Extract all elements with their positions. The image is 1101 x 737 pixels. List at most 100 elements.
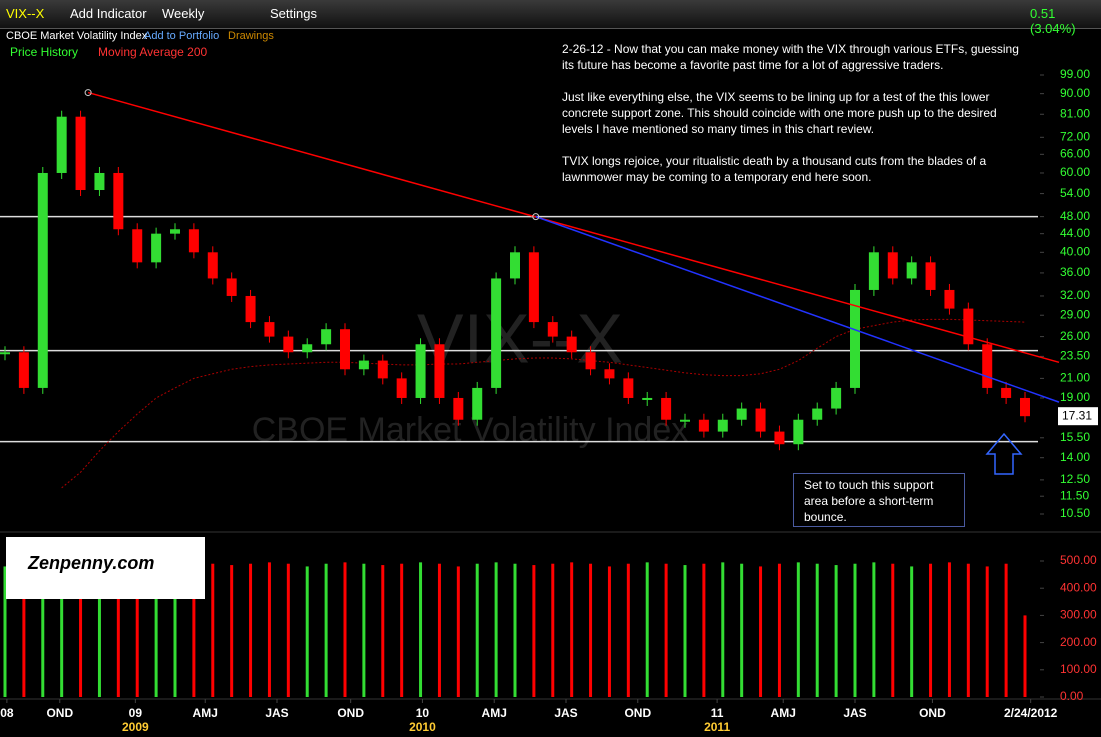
candle [188,229,199,253]
volume-bar [513,563,517,697]
volume-bar [437,563,441,697]
volume-bar [154,566,158,697]
link[interactable]: Add to Portfolio [144,30,220,42]
candle [680,419,690,422]
y-tick-label: 36.00 [1060,265,1090,279]
y-tick-label: 15.50 [1060,430,1090,444]
volume-bar [230,565,234,697]
candle [283,336,294,353]
volume-bar [324,563,328,697]
y2-tick-label: 0.00 [1060,689,1084,703]
volume-bar [853,563,857,697]
y2-tick-label: 500.00 [1060,553,1097,567]
candle [1001,387,1012,398]
candle [528,252,539,323]
volume-bar [381,565,385,697]
volume-bar [740,563,744,697]
candle [944,289,955,309]
y-tick-label: 44.00 [1060,226,1090,240]
legend-item[interactable]: Price History [10,45,79,59]
trend-line [535,215,1060,403]
candle [793,419,804,445]
volume-bar [475,563,479,697]
candle [868,252,879,290]
candle [472,387,483,420]
logo: Zenpenny.com [6,537,205,599]
candle [302,344,313,353]
annotation: 2-26-12 - Now that you can make money wi… [562,41,1022,201]
y2-tick-label: 200.00 [1060,635,1097,649]
volume-bar [135,562,139,697]
note: Just like everything else, the VIX seems… [562,90,997,136]
x-tick-label: JAS [554,706,577,720]
trend-line [87,91,1060,364]
volume-bar [607,566,611,697]
y-tick-label: 21.00 [1060,371,1090,385]
volume-bar [947,562,951,697]
volume-bar [891,563,895,697]
y-tick-label: 11.50 [1060,488,1089,502]
candle [396,378,407,398]
candle [264,322,275,337]
candle [18,352,29,388]
volume-bar [683,565,687,697]
volume-bar [400,563,404,697]
y-tick-label: 29.00 [1060,307,1090,321]
volume-bar [116,563,120,697]
candle [661,397,672,420]
y-tick-label: 26.00 [1060,329,1090,343]
x-tick-label: 10 [416,706,430,720]
candle [434,344,445,398]
volume-bar [211,563,215,697]
link[interactable]: Drawings [228,30,274,42]
last-value-box [1058,407,1098,426]
y-tick-label: 23.50 [1060,349,1090,363]
volume-bar [796,562,800,697]
volume-bar [985,566,989,697]
candle [585,352,596,370]
candle [113,172,124,230]
menu-item[interactable]: Settings [270,6,317,21]
y-tick-label: 90.00 [1060,86,1090,100]
candle [566,336,577,353]
volume-bar [759,566,763,697]
y2-tick-label: 100.00 [1060,662,1097,676]
toolbar: VIX--X Add Indicator Weekly Settings 0.5… [0,0,1101,36]
candle [963,308,974,345]
y-tick-label: 54.00 [1060,186,1090,200]
subheader: CBOE Market Volatility Index Add to Port… [0,28,1101,59]
candle [736,408,747,420]
candle [151,233,162,263]
volume-bar [267,562,271,697]
volume-bar [22,563,26,697]
y-tick-label: 10.50 [1060,506,1090,520]
anchor [532,213,540,221]
menu-item[interactable]: Add Indicator [70,6,147,21]
volume-bar [815,563,819,697]
watermark: CBOE Market Volatility Index [252,411,689,449]
volume-bar [551,563,555,697]
candle [245,295,256,323]
volume-bar [419,562,423,697]
volume-bar [702,563,706,697]
menu-item[interactable]: Weekly [162,6,205,21]
candle [94,172,105,191]
candle [75,116,86,191]
volume-bar [362,563,366,697]
legend-item[interactable]: Moving Average 200 [98,45,208,59]
last-value: 17.31 [1062,408,1092,422]
volume-bar [343,562,347,697]
candle [0,352,10,355]
x-tick-label: 08 [0,706,14,720]
candle [717,419,728,432]
y-tick-label: 48.00 [1060,209,1090,223]
volume-bar [79,561,83,697]
x-tick-label: AMJ [482,706,507,720]
candle [377,360,388,379]
instrument-name: CBOE Market Volatility Index [6,30,148,42]
candle [850,289,860,388]
volume-bar [570,562,574,697]
volume-bar [60,563,64,697]
candle [226,278,237,296]
x-tick-label: OND [46,706,73,720]
